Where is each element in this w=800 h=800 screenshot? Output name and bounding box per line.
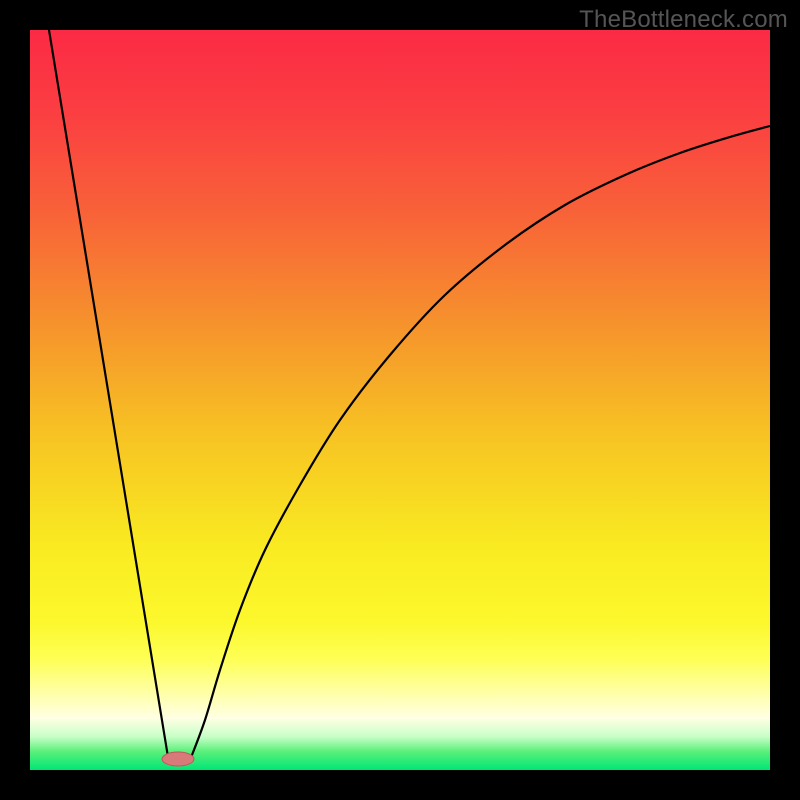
bottleneck-chart xyxy=(0,0,800,800)
plot-background xyxy=(30,30,770,770)
chart-container: TheBottleneck.com xyxy=(0,0,800,800)
watermark-text: TheBottleneck.com xyxy=(579,6,788,34)
trough-marker xyxy=(162,752,194,766)
